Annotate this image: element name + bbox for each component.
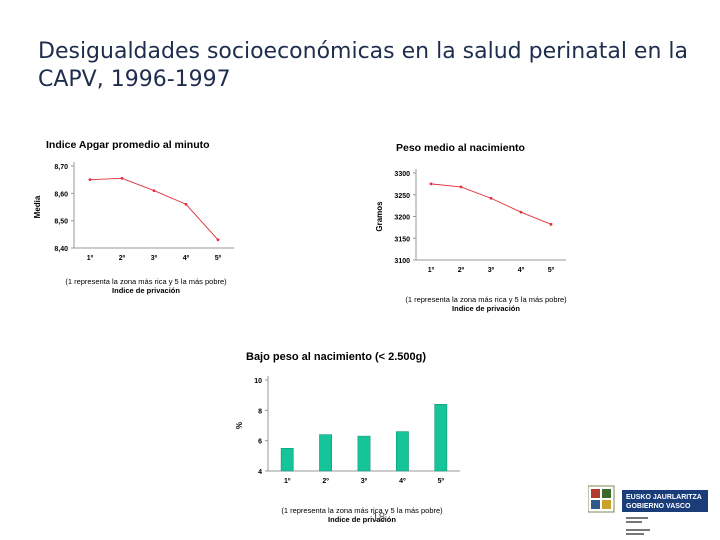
apgar-x-tick-label: 5º (215, 255, 222, 262)
bajo-x-tick-label: 1º (284, 478, 291, 485)
apgar-data-point (216, 238, 220, 242)
apgar-note: (1 representa la zona más rica y 5 la má… (65, 277, 227, 286)
peso-data-point (549, 222, 553, 226)
bajo-bar (280, 448, 294, 472)
bajo-x-tick-label: 3º (361, 478, 368, 485)
bajo-x-tick-label: 4º (399, 478, 406, 485)
gobierno-vasco-logo: EUSKO JAURLARITZA GOBIERNO VASCO (588, 485, 708, 535)
bajo-y-tick-label: 8 (258, 408, 262, 415)
chart-peso-medio: Peso medio al nacimiento 3100 3150 3200 3250… (375, 142, 567, 313)
bajo-y-label: % (235, 422, 244, 429)
peso-data-point (489, 196, 493, 200)
apgar-x-tick-label: 4º (183, 255, 190, 262)
peso-data-point (519, 210, 523, 214)
apgar-y-tick-label: 8,50 (54, 219, 68, 226)
bajo-bar (396, 431, 409, 472)
peso-y-tick-label: 3250 (394, 193, 410, 200)
peso-x-tick-label: 4º (518, 267, 525, 274)
logo-line1: EUSKO JAURLARITZA (626, 494, 702, 501)
bajo-y-tick-label: 6 (258, 439, 262, 446)
bajo-y-tick-label: 10 (254, 378, 262, 385)
peso-series-line (430, 183, 552, 225)
peso-y-tick-label: 3200 (394, 215, 410, 222)
apgar-title: Indice Apgar promedio al minuto (46, 139, 210, 151)
apgar-y-tick-label: 8,40 (54, 246, 68, 253)
peso-y-label: Gramos (375, 201, 384, 232)
apgar-y-tick-label: 8,60 (54, 191, 68, 198)
apgar-data-point (88, 178, 92, 182)
peso-y-tick-label: 3150 (394, 236, 410, 243)
page-title: Desigualdades socioeconómicas en la salu… (38, 39, 688, 92)
chart-bajo-peso: Bajo peso al nacimiento (< 2.500g) 4 6 8 10%… (235, 351, 460, 524)
peso-data-point (429, 182, 433, 186)
bajo-title: Bajo peso al nacimiento (< 2.500g) (246, 351, 426, 363)
peso-x-tick-label: 3º (488, 267, 495, 274)
peso-y-tick-label: 3100 (394, 258, 410, 265)
peso-y-tick-label: 3300 (394, 171, 410, 178)
page-number: 18 (372, 510, 386, 524)
apgar-x-tick-label: 2º (119, 255, 126, 262)
apgar-y-tick-label: 8,70 (54, 164, 68, 171)
peso-data-point (459, 185, 463, 189)
apgar-x-tick-label: 3º (151, 255, 158, 262)
peso-note: (1 representa la zona más rica y 5 la má… (405, 295, 567, 304)
chart-apgar: Indice Apgar promedio al minuto 8,40 8,50 8… (33, 139, 234, 295)
bajo-x-tick-label: 5º (438, 478, 445, 485)
bajo-y-tick-label: 4 (258, 469, 262, 476)
peso-x-tick-label: 1º (428, 267, 435, 274)
apgar-data-point (152, 189, 156, 192)
bajo-bar (434, 404, 448, 472)
bajo-note: (1 representa la zona más rica y 5 la má… (281, 506, 443, 515)
apgar-y-label: Media (33, 195, 42, 218)
peso-title: Peso medio al nacimiento (396, 142, 525, 154)
apgar-x-label: Indice de privación (112, 286, 180, 295)
bajo-x-label: Indice de privación (328, 515, 396, 524)
bajo-bar (319, 434, 332, 472)
peso-x-tick-label: 5º (548, 267, 555, 274)
apgar-data-point (120, 176, 124, 180)
bajo-bar (357, 435, 371, 472)
peso-x-label: Indice de privación (452, 304, 520, 313)
bajo-x-tick-label: 2º (322, 478, 329, 485)
apgar-x-tick-label: 1º (87, 255, 94, 262)
logo-line2: GOBIERNO VASCO (626, 503, 691, 510)
peso-x-tick-label: 2º (458, 267, 465, 274)
apgar-data-point (184, 202, 188, 206)
apgar-series-line (89, 177, 219, 241)
